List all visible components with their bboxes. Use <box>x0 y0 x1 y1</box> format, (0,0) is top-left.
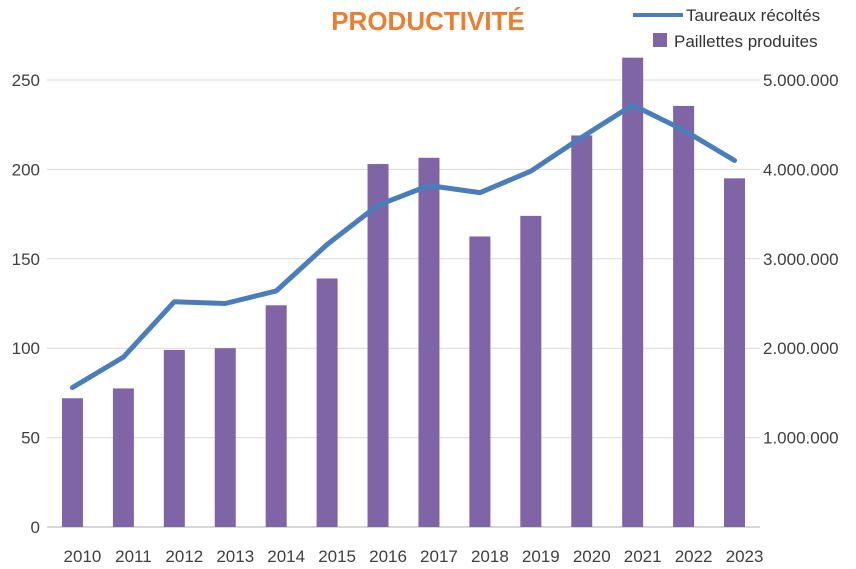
x-tick-label: 2022 <box>675 547 713 566</box>
x-tick-label: 2023 <box>726 547 764 566</box>
x-tick-label: 2021 <box>624 547 662 566</box>
bar <box>367 164 389 527</box>
bar <box>163 349 185 527</box>
left-tick-label: 100 <box>12 339 40 358</box>
bar-series-paillettes <box>61 57 746 528</box>
right-tick-label: 2.000.000 <box>763 339 839 358</box>
bar <box>214 348 236 527</box>
right-axis-ticks: 1.000.000 2.000.000 3.000.000 4.000.000 5.00… <box>763 71 839 448</box>
left-tick-label: 50 <box>21 429 40 448</box>
right-tick-label: 4.000.000 <box>763 160 839 179</box>
legend-bar-marker <box>653 33 667 47</box>
left-tick-label: 150 <box>12 250 40 269</box>
bar <box>724 178 746 527</box>
bar <box>112 388 134 527</box>
x-tick-label: 2017 <box>420 547 458 566</box>
bar <box>265 305 287 527</box>
gridlines <box>47 79 760 528</box>
legend-label-taureaux: Taureaux récoltés <box>686 6 820 25</box>
x-tick-label: 2020 <box>573 547 611 566</box>
legend: Taureaux récoltés Paillettes produites <box>633 6 820 51</box>
x-axis-ticks: 2010 2011 2012 2013 2014 2015 2016 2017 2018 2019… <box>64 547 764 566</box>
x-tick-label: 2014 <box>267 547 305 566</box>
bar <box>622 57 644 528</box>
left-tick-label: 200 <box>12 160 40 179</box>
line-series-taureaux <box>69 102 738 391</box>
line-path <box>69 102 738 391</box>
x-tick-label: 2013 <box>216 547 254 566</box>
bar <box>418 157 440 527</box>
x-tick-label: 2011 <box>115 547 152 566</box>
legend-label-paillettes: Paillettes produites <box>674 32 818 51</box>
bar <box>571 135 593 528</box>
bar <box>316 278 338 527</box>
x-tick-label: 2018 <box>471 547 509 566</box>
x-tick-label: 2019 <box>522 547 560 566</box>
x-tick-label: 2016 <box>369 547 407 566</box>
right-tick-label: 1.000.000 <box>763 429 839 448</box>
x-tick-label: 2015 <box>318 547 356 566</box>
right-tick-label: 3.000.000 <box>763 250 839 269</box>
bar <box>520 215 542 527</box>
x-tick-label: 2010 <box>64 547 102 566</box>
chart-title: PRODUCTIVITÉ <box>331 6 525 36</box>
right-tick-label: 5.000.000 <box>763 71 839 90</box>
left-axis-ticks: 0 50 100 150 200 250 <box>12 71 40 537</box>
bar <box>61 398 83 527</box>
bar <box>673 105 695 528</box>
left-tick-label: 250 <box>12 71 40 90</box>
bar <box>469 236 491 527</box>
x-tick-label: 2012 <box>165 547 203 566</box>
left-tick-label: 0 <box>31 518 40 537</box>
